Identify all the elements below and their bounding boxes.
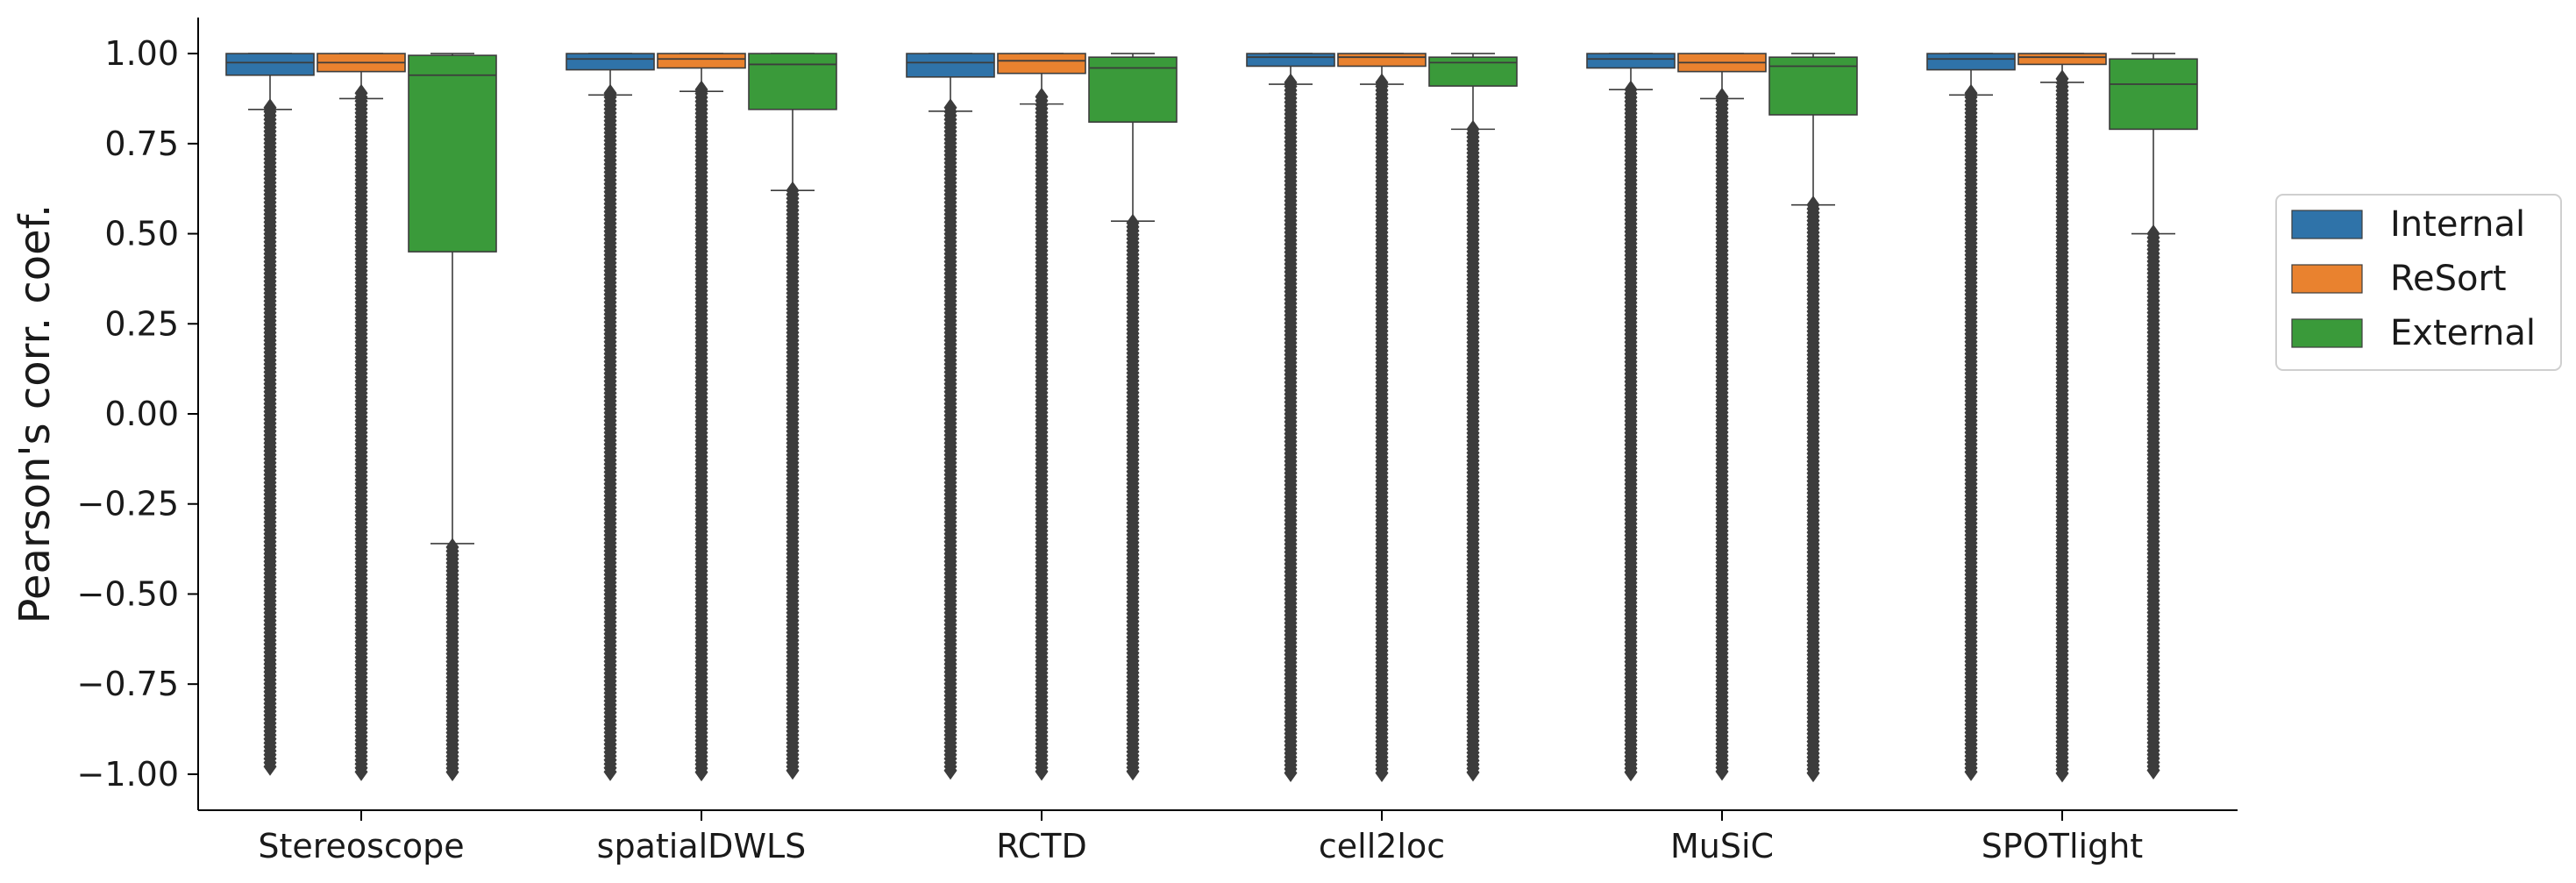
box-MuSiC-ReSort <box>1677 53 1767 781</box>
outlier-markers <box>2146 224 2160 780</box>
box-iqr <box>1586 53 1676 69</box>
outlier-markers <box>786 181 800 780</box>
x-tick-label: Stereoscope <box>258 827 464 865</box>
outlier-markers <box>1715 87 1729 781</box>
box-iqr <box>1428 56 1518 87</box>
box-SPOTlight-ReSort <box>2017 53 2107 783</box>
outlier-markers <box>1624 80 1638 782</box>
legend-swatch <box>2291 264 2363 294</box>
outlier-markers <box>445 538 459 782</box>
box-SPOTlight-External <box>2109 53 2198 780</box>
y-tick-label: −0.25 <box>77 485 179 523</box>
axes-layer: 1.00 0.75 0.50 0.25 0.00 −0.25 −0.50 −0.75 −1.00… <box>11 18 2238 865</box>
y-axis-title: Pearson's corr. coef. <box>11 204 60 624</box>
box-cell2loc-External <box>1428 53 1518 782</box>
outlier-markers <box>1035 87 1049 781</box>
y-tick-label: 0.75 <box>104 125 179 163</box>
outlier-markers <box>1375 73 1389 782</box>
y-tick-label: −1.00 <box>77 755 179 794</box>
box-iqr <box>1926 53 2016 71</box>
y-tick-label: 0.50 <box>104 215 179 253</box>
box-iqr <box>2109 58 2198 131</box>
box-spatialDWLS-ReSort <box>657 53 746 782</box>
outlier-markers <box>2055 69 2069 783</box>
outlier-markers <box>1964 83 1978 781</box>
outlier-markers <box>1806 196 1820 783</box>
x-tick-label: spatialDWLS <box>597 827 807 865</box>
x-tick-label: RCTD <box>996 827 1087 865</box>
box-iqr <box>906 53 995 78</box>
box-RCTD-External <box>1088 53 1178 781</box>
outlier-markers <box>694 80 708 782</box>
box-cell2loc-ReSort <box>1337 53 1427 782</box>
legend-swatch <box>2291 210 2363 239</box>
y-tick-label: 1.00 <box>104 34 179 73</box>
x-tick-label: MuSiC <box>1670 827 1774 865</box>
outlier-markers <box>354 83 368 781</box>
box-cell2loc-Internal <box>1246 53 1335 782</box>
box-iqr <box>1337 53 1427 68</box>
y-tick-label: 0.00 <box>104 395 179 433</box>
box-MuSiC-External <box>1768 53 1858 783</box>
box-Stereoscope-Internal <box>225 53 315 776</box>
legend-label: ReSort <box>2390 259 2507 299</box>
box-MuSiC-Internal <box>1586 53 1676 782</box>
box-iqr <box>748 53 837 110</box>
outlier-markers <box>1466 119 1480 782</box>
y-tick-label: −0.50 <box>77 574 179 613</box>
box-iqr <box>997 53 1086 75</box>
x-tick-label: SPOTlight <box>1982 827 2143 865</box>
outlier-markers <box>263 98 277 776</box>
y-tick-label: −0.75 <box>77 665 179 703</box>
legend: Internal ReSort External <box>2275 194 2562 371</box>
box-spatialDWLS-External <box>748 53 837 780</box>
box-Stereoscope-ReSort <box>317 53 406 781</box>
boxes-layer <box>225 53 2198 783</box>
outlier-markers <box>1284 73 1298 782</box>
x-tick-label: cell2loc <box>1319 827 1445 865</box>
outlier-markers <box>603 83 617 781</box>
box-RCTD-Internal <box>906 53 995 780</box>
box-RCTD-ReSort <box>997 53 1086 781</box>
y-tick-label: 0.25 <box>104 304 179 343</box>
box-SPOTlight-Internal <box>1926 53 2016 781</box>
box-iqr <box>408 54 497 253</box>
box-iqr <box>657 53 746 69</box>
box-iqr <box>1088 56 1178 123</box>
legend-label: External <box>2390 313 2536 353</box>
box-spatialDWLS-Internal <box>566 53 655 781</box>
box-iqr <box>566 53 655 71</box>
box-Stereoscope-External <box>408 53 497 782</box>
box-iqr <box>1246 53 1335 68</box>
box-iqr <box>2017 53 2107 66</box>
box-iqr <box>225 53 315 76</box>
legend-swatch <box>2291 318 2363 348</box>
outlier-markers <box>943 98 957 780</box>
outlier-markers <box>1126 213 1140 781</box>
legend-label: Internal <box>2390 204 2525 245</box>
